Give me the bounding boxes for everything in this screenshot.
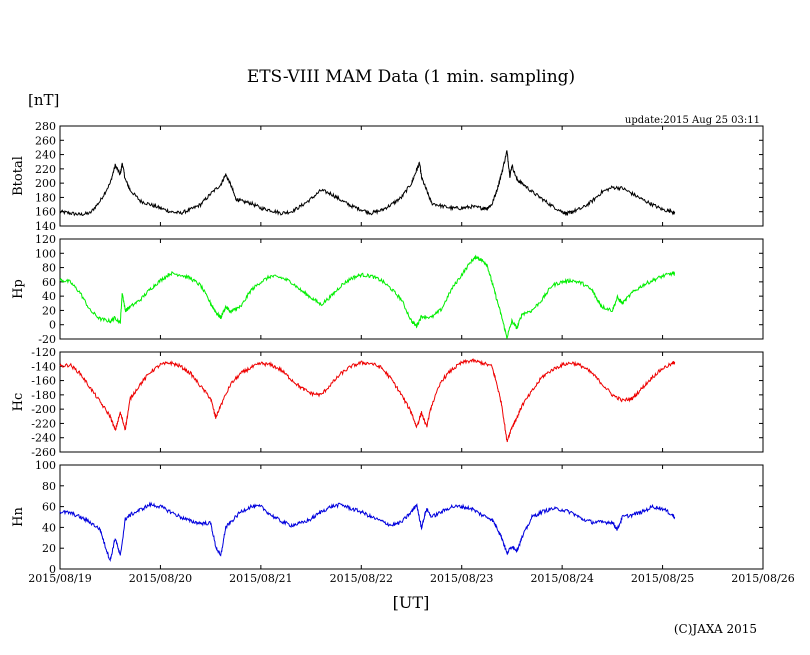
x-tick-label: 2015/08/24 bbox=[530, 572, 593, 585]
x-tick-label: 2015/08/26 bbox=[731, 572, 794, 585]
panel-label-hc: Hc bbox=[11, 393, 26, 412]
panel-frame-hc bbox=[59, 351, 764, 453]
x-tick-label: 2015/08/22 bbox=[330, 572, 393, 585]
panel-frame-hp bbox=[59, 238, 764, 340]
panel-hn: 0 20 40 60 80 100 Hn bbox=[11, 459, 764, 576]
copyright-text: (C)JAXA 2015 bbox=[674, 622, 757, 636]
y-tick-label: 60 bbox=[42, 501, 56, 514]
y-tick-label: 180 bbox=[35, 191, 56, 204]
x-tick-label: 2015/08/19 bbox=[28, 572, 91, 585]
x-tick-label: 2015/08/23 bbox=[430, 572, 493, 585]
y-tick-label: 0 bbox=[49, 563, 56, 576]
y-tick-label: 200 bbox=[35, 177, 56, 190]
y-tick-label: 80 bbox=[42, 262, 56, 275]
y-tick-label: 80 bbox=[42, 480, 56, 493]
update-timestamp: update:2015 Aug 25 03:11 bbox=[625, 115, 760, 126]
y-tick-label: 0 bbox=[49, 319, 56, 332]
panel-label-hp: Hp bbox=[11, 279, 26, 299]
y-tick-label: -200 bbox=[31, 403, 56, 416]
y-tick-label: -120 bbox=[31, 346, 56, 359]
y-tick-label: -220 bbox=[31, 417, 56, 430]
y-tick-label: 40 bbox=[42, 290, 56, 303]
y-tick-label: 280 bbox=[35, 120, 56, 133]
panel-label-hn: Hn bbox=[11, 507, 26, 527]
y-tick-label: 220 bbox=[35, 163, 56, 176]
y-tick-label: -20 bbox=[38, 333, 56, 346]
y-tick-label: 20 bbox=[42, 542, 56, 555]
y-unit-label: [nT] bbox=[28, 91, 59, 109]
y-tick-label: -140 bbox=[31, 360, 56, 373]
series-line-hn bbox=[59, 501, 676, 562]
x-tick-label: 2015/08/25 bbox=[631, 572, 694, 585]
series-line-hc bbox=[59, 358, 676, 443]
panel-frame-btotal bbox=[59, 125, 764, 227]
panel-frame-hn bbox=[59, 464, 764, 570]
y-tick-label: 100 bbox=[35, 247, 56, 260]
y-tick-label: 100 bbox=[35, 459, 56, 472]
y-tick-label: 40 bbox=[42, 521, 56, 534]
panel-label-btotal: Btotal bbox=[11, 156, 26, 196]
chart-title: ETS-VIII MAM Data (1 min. sampling) bbox=[247, 67, 575, 87]
y-tick-label: 260 bbox=[35, 134, 56, 147]
series-line-hp bbox=[59, 254, 676, 339]
y-tick-label: -180 bbox=[31, 389, 56, 402]
y-tick-label: -240 bbox=[31, 432, 56, 445]
y-tick-label: 120 bbox=[35, 233, 56, 246]
y-tick-label: -260 bbox=[31, 446, 56, 459]
x-axis-ticks: 2015/08/19 2015/08/20 2015/08/21 2015/08/22… bbox=[28, 572, 794, 585]
x-tick-label: 2015/08/20 bbox=[129, 572, 192, 585]
panel-hc: -260-240 -220-200-180-160 -140-120 Hc bbox=[11, 346, 764, 459]
plot-panels: 140160180200220240260280Btotal-200204060… bbox=[11, 120, 764, 576]
y-tick-label: 60 bbox=[42, 276, 56, 289]
y-tick-label: 240 bbox=[35, 149, 56, 162]
y-tick-label: 20 bbox=[42, 304, 56, 317]
x-axis-label: [UT] bbox=[393, 593, 430, 612]
series-line-btotal bbox=[59, 150, 676, 217]
y-tick-label: 140 bbox=[35, 220, 56, 233]
y-tick-label: -160 bbox=[31, 375, 56, 388]
y-tick-label: 160 bbox=[35, 206, 56, 219]
x-tick-label: 2015/08/21 bbox=[229, 572, 292, 585]
